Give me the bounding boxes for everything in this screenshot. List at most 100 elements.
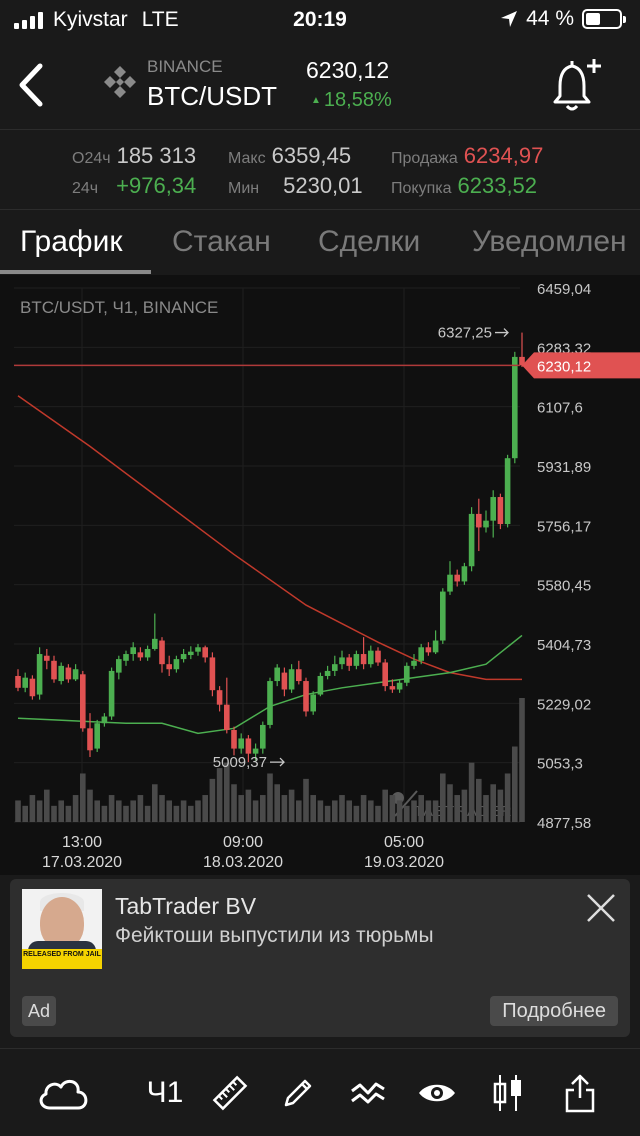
cloud-button[interactable] [34,1071,92,1115]
volume-bar [252,800,259,822]
y-tick-label: 5404,73 [537,637,591,654]
volume-bar [22,805,28,822]
volume-bar [368,800,374,822]
volume-bar [317,800,324,822]
candle-body [368,650,374,665]
volume-bar [123,805,129,822]
ad-thumbnail-face [40,897,84,949]
volume-bar [288,789,295,822]
x-tick-time: 13:00 [62,834,102,851]
volume-bar [346,800,352,822]
candle-body [339,657,345,665]
stat-max-label: Макс [228,150,266,167]
volume-bar [504,773,511,822]
candle-body [195,647,201,652]
y-tick-label: 5229,02 [537,696,591,713]
ad-advertiser[interactable]: TabTrader BV [115,893,257,919]
tab-chart[interactable]: График [20,225,123,258]
candle-body [209,657,216,691]
volume-bar [94,800,100,822]
volume-bar [396,800,403,822]
volume-bar [440,773,446,822]
bottom-toolbar: Ч1 [0,1048,640,1136]
candle-body [224,704,230,731]
volume-bar [519,698,525,822]
visibility-button[interactable] [414,1071,460,1115]
market-header: BINANCE BTC/USDT 6230,12 ▲ 18,58% [0,40,640,130]
volume-bar [296,800,302,822]
stat-buy-label: Покупка [391,180,452,197]
signal-icon [14,11,43,29]
high-price-annotation: 6327,25 [438,325,492,342]
stat-volume: О24ч 185 313 [72,143,196,169]
volume-bar [281,795,288,822]
indicators-icon [351,1082,385,1104]
up-triangle-icon: ▲ [311,95,321,106]
x-tick-date: 19.03.2020 [364,854,444,871]
candle-body [512,356,518,459]
volume-bar [490,784,496,822]
ruler-icon [212,1075,248,1111]
carrier-name: Kyivstar [53,8,128,31]
candle-body [461,566,468,582]
ad-banner[interactable]: RELEASED FROM JAIL TabTrader BV Фейктоши… [10,879,630,1037]
volume-bar [274,784,280,822]
low-price-annotation: 5009,37 [213,754,267,771]
close-icon[interactable] [584,891,618,925]
candle-body [116,659,122,673]
draw-button[interactable] [276,1071,320,1115]
stat-min: Мин 5230,01 [228,173,363,199]
indicators-button[interactable] [346,1071,390,1115]
candle-body [411,660,417,666]
ad-headline[interactable]: Фейктоши выпустили из тюрьмы [115,924,434,947]
candle-body [432,640,439,653]
price-change-value: 18,58% [323,89,392,111]
candle-body [44,655,50,661]
volume-bar [44,789,50,822]
tab-trades[interactable]: Сделки [318,225,421,258]
candle-body [454,574,460,582]
pair-name: BTC/USDT [147,81,277,111]
x-tick-date: 17.03.2020 [42,854,122,871]
candle-body [504,458,511,525]
tab-orderbook[interactable]: Стакан [172,225,271,258]
volume-bar [116,800,122,822]
market-stats: О24ч 185 313 24ч +976,34 Макс 6359,45 Мин 52… [0,130,640,210]
stat-change24-label: 24ч [72,180,99,197]
candle-body [303,681,309,712]
network-type: LTE [141,8,179,31]
chart-canvas[interactable]: 6459,046283,326107,65931,895756,175580,4… [0,275,640,875]
volume-bar [72,795,79,822]
stat-sell-value: 6234,97 [463,143,544,168]
candle-body [281,672,288,690]
volume-bar [497,789,504,822]
candle-body [94,723,100,749]
candle-body [490,497,496,521]
candle-body [468,513,475,567]
candle-body [238,738,244,749]
price-chart[interactable]: 6459,04 6283,32 6107,6 5931,89 5756,17 5580,4… [0,275,640,875]
chart-type-button[interactable] [486,1071,530,1115]
volume-bar [159,795,165,822]
volume-bar [360,795,367,822]
stat-volume-label: О24ч [72,150,111,167]
volume-bar [231,784,237,822]
interval-button[interactable]: Ч1 [146,1076,184,1109]
candle-body [15,675,21,688]
x-tick-date: 18.03.2020 [203,854,283,871]
share-button[interactable] [558,1071,602,1115]
pencil-icon [284,1079,312,1107]
volume-bar [332,800,338,822]
ruler-button[interactable] [208,1071,252,1115]
arrow-right-icon [270,757,285,767]
ma-slow-line [17,395,522,681]
back-chevron-icon[interactable] [14,60,54,110]
tab-alerts[interactable]: Уведомлен [472,225,627,258]
ad-more-button[interactable]: Подробнее [490,996,618,1026]
ad-thumbnail[interactable]: RELEASED FROM JAIL [22,889,102,969]
candle-body [360,654,367,665]
location-arrow-icon [501,11,518,27]
last-price-marker [522,352,640,379]
add-alert-bell-icon[interactable] [552,56,604,114]
volume-bar [389,795,396,822]
